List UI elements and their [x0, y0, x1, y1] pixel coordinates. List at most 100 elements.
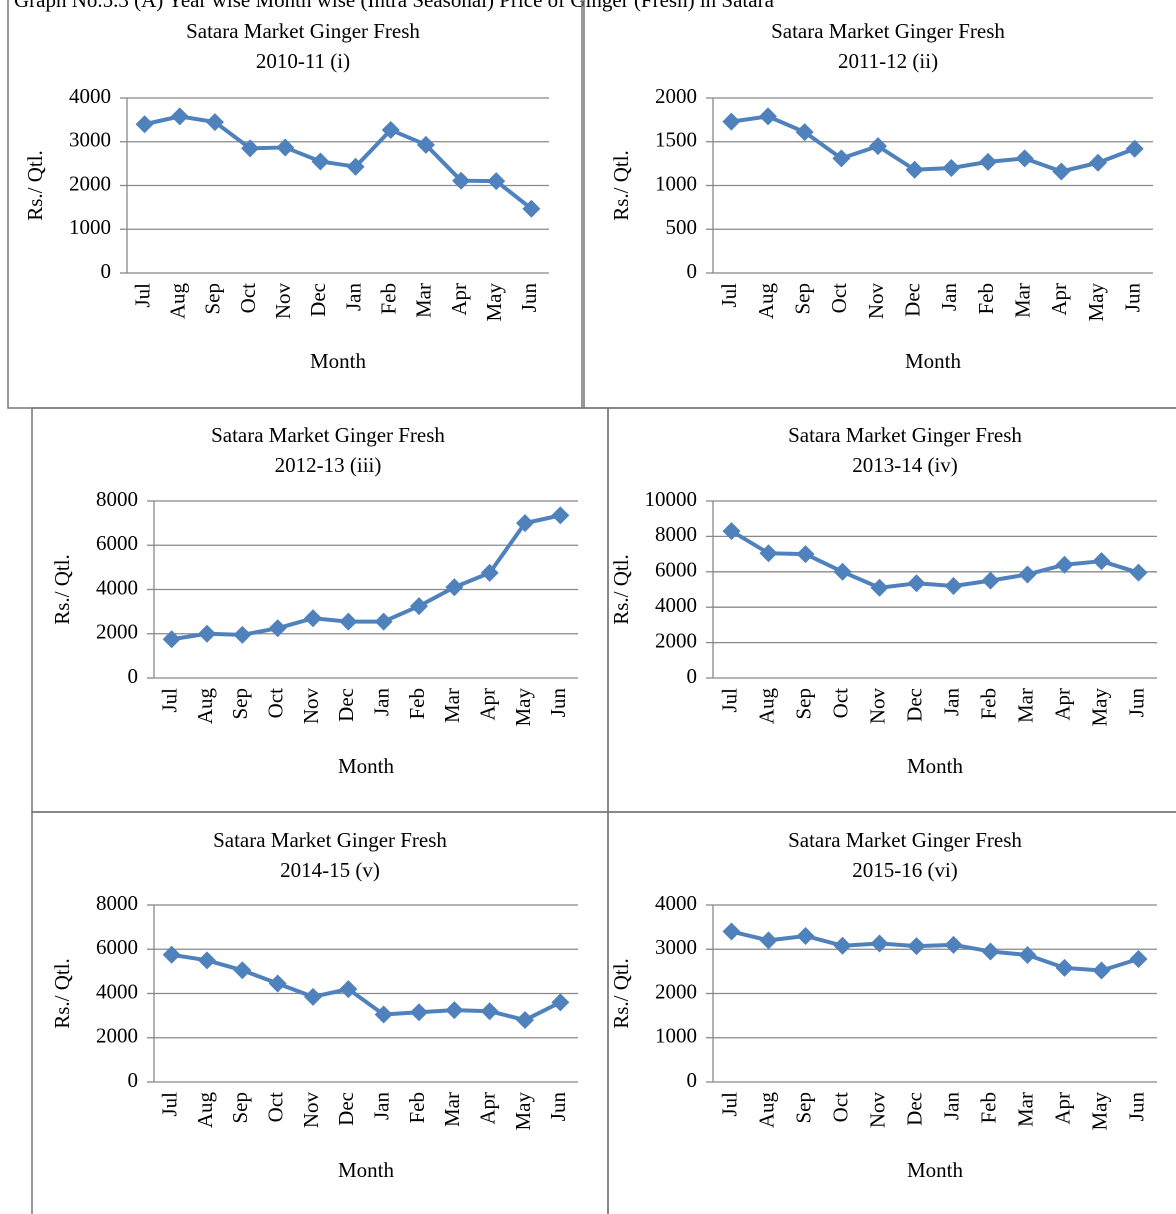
marker	[1052, 162, 1071, 181]
marker	[374, 1005, 393, 1024]
x-tick-label: Dec	[334, 1092, 358, 1126]
y-tick-label: 3000	[655, 935, 697, 959]
x-axis-label: Month	[310, 349, 367, 373]
marker	[907, 937, 926, 956]
x-tick-label: Jan	[341, 283, 365, 311]
marker	[241, 139, 260, 158]
marker	[1129, 949, 1148, 968]
x-tick-label: Jun	[546, 688, 570, 718]
y-tick-label: 0	[687, 1068, 698, 1092]
x-tick-label: Aug	[754, 283, 778, 320]
chart-subtitle: 2011-12 (ii)	[838, 49, 938, 73]
marker	[445, 578, 464, 597]
x-tick-label: Jun	[546, 1092, 570, 1122]
x-tick-label: May	[1084, 283, 1108, 322]
marker	[551, 993, 570, 1012]
y-tick-label: 0	[687, 259, 698, 283]
marker	[759, 931, 778, 950]
marker	[1089, 153, 1107, 172]
y-tick-label: 0	[128, 664, 139, 688]
y-tick-label: 4000	[69, 84, 111, 108]
y-tick-label: 4000	[96, 979, 138, 1003]
x-tick-label: May	[1087, 688, 1111, 727]
x-tick-label: May	[1087, 1092, 1111, 1131]
x-tick-label: Apr	[1050, 688, 1074, 721]
marker	[870, 578, 889, 597]
x-tick-label: Oct	[827, 283, 851, 313]
x-tick-label: Sep	[228, 1092, 252, 1124]
marker	[487, 172, 506, 191]
marker	[759, 544, 778, 563]
chart-title: Satara Market Ginger Fresh	[771, 19, 1005, 43]
marker	[410, 1003, 428, 1022]
x-tick-label: Jun	[1124, 1092, 1148, 1122]
marker	[1129, 563, 1148, 582]
marker	[1092, 961, 1111, 980]
x-tick-label: Mar	[440, 1092, 464, 1127]
y-tick-label: 2000	[96, 620, 138, 644]
marker	[416, 135, 435, 154]
marker	[944, 935, 963, 954]
x-tick-label: Jul	[717, 283, 741, 308]
y-tick-label: 0	[101, 259, 112, 283]
marker	[722, 922, 741, 941]
marker	[346, 157, 365, 176]
y-axis-label: Rs./ Qtl.	[50, 958, 74, 1029]
marker	[339, 980, 358, 999]
marker	[381, 120, 400, 139]
marker	[796, 926, 815, 945]
x-tick-label: Aug	[754, 1092, 778, 1129]
x-tick-label: Nov	[865, 1092, 889, 1129]
y-tick-label: 2000	[655, 979, 697, 1003]
data-line	[731, 114, 1136, 174]
marker	[268, 974, 287, 993]
y-axis-label: Rs./ Qtl.	[609, 150, 633, 221]
marker	[979, 152, 997, 171]
marker	[162, 630, 181, 649]
chart-subtitle: 2012-13 (iii)	[275, 453, 382, 477]
x-tick-label: Jul	[717, 688, 741, 713]
marker	[135, 115, 154, 134]
marker	[304, 609, 322, 628]
marker	[905, 160, 924, 179]
x-tick-label: Sep	[790, 283, 814, 315]
x-tick-label: Apr	[475, 1092, 499, 1125]
x-tick-label: Oct	[263, 1092, 287, 1122]
marker	[452, 171, 471, 190]
x-tick-label: Oct	[828, 688, 852, 718]
marker	[869, 137, 887, 156]
marker	[1125, 139, 1144, 158]
marker	[722, 112, 741, 131]
marker	[445, 1001, 464, 1020]
marker	[1015, 149, 1034, 168]
x-tick-label: Jun	[517, 283, 541, 313]
x-tick-label: Oct	[828, 1092, 852, 1122]
x-tick-label: Feb	[377, 283, 401, 315]
page-heading: Graph No.5.3 (A) Year wise Month wise (I…	[14, 0, 775, 12]
x-tick-label: Jun	[1124, 688, 1148, 718]
x-tick-label: May	[511, 1092, 535, 1131]
marker	[374, 612, 393, 631]
x-tick-label: Aug	[193, 688, 217, 725]
marker	[942, 159, 961, 177]
x-tick-label: Jul	[157, 688, 181, 713]
marker	[198, 951, 216, 970]
y-tick-label: 4000	[655, 891, 697, 915]
marker	[796, 545, 815, 564]
marker	[907, 574, 926, 593]
x-tick-label: Dec	[334, 688, 358, 722]
chart-subtitle: 2013-14 (iv)	[852, 453, 958, 477]
y-axis-label: Rs./ Qtl.	[23, 150, 47, 221]
data-line	[171, 513, 561, 642]
marker	[1092, 552, 1111, 571]
y-tick-label: 500	[666, 215, 698, 239]
x-tick-label: May	[482, 283, 506, 322]
chart-subtitle: 2014-15 (v)	[280, 858, 380, 882]
data-line	[171, 952, 562, 1023]
x-tick-label: Jan	[939, 688, 963, 716]
data-line	[730, 529, 1140, 590]
x-axis-label: Month	[907, 754, 964, 778]
marker	[205, 113, 224, 132]
chart-title: Satara Market Ginger Fresh	[788, 423, 1022, 447]
